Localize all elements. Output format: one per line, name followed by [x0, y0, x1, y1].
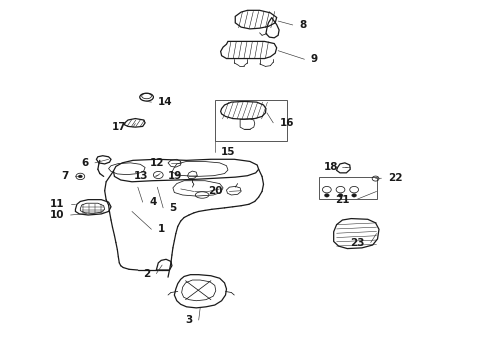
- Circle shape: [352, 194, 357, 197]
- Text: 2: 2: [143, 269, 150, 279]
- Text: 15: 15: [221, 147, 236, 157]
- Text: 23: 23: [350, 238, 365, 248]
- Text: 21: 21: [335, 195, 350, 204]
- Text: 6: 6: [81, 158, 89, 168]
- Text: 3: 3: [185, 315, 193, 325]
- Text: 9: 9: [311, 54, 318, 64]
- Text: 22: 22: [388, 173, 402, 183]
- Text: 8: 8: [299, 20, 306, 30]
- Text: 14: 14: [158, 97, 172, 107]
- Text: 13: 13: [134, 171, 148, 181]
- Circle shape: [78, 175, 82, 178]
- Text: 5: 5: [170, 203, 177, 213]
- Circle shape: [324, 194, 329, 197]
- Text: 19: 19: [168, 171, 183, 181]
- Text: 4: 4: [149, 197, 156, 207]
- Text: 7: 7: [62, 171, 69, 181]
- Text: 12: 12: [150, 158, 165, 168]
- Text: 20: 20: [209, 186, 223, 197]
- Text: 11: 11: [50, 199, 64, 209]
- Text: 18: 18: [324, 162, 339, 172]
- Text: 16: 16: [280, 118, 294, 128]
- Text: 17: 17: [112, 122, 126, 132]
- Text: 1: 1: [158, 224, 165, 234]
- Circle shape: [338, 194, 343, 197]
- Text: 10: 10: [50, 210, 64, 220]
